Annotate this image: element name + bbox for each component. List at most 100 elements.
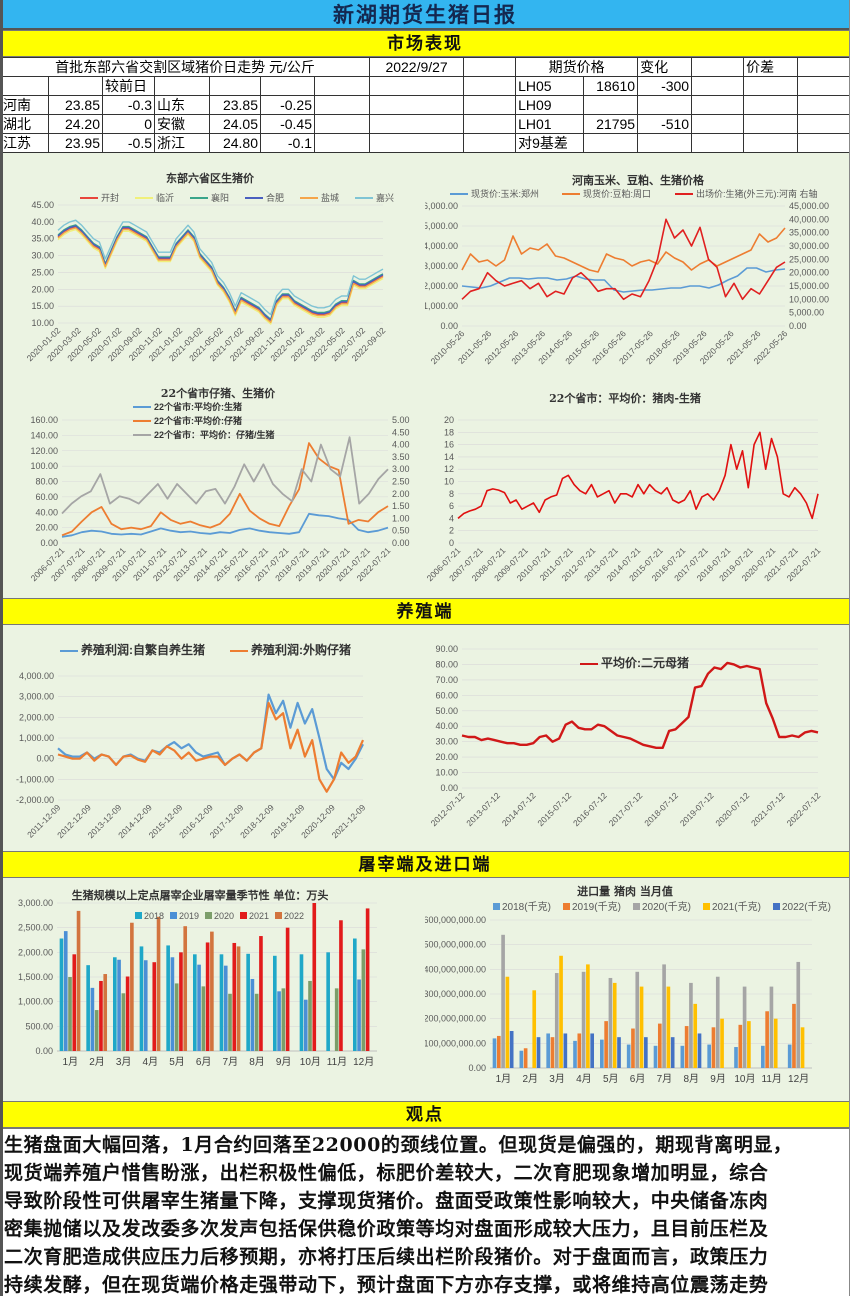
y2-tick-label: 35,000.00: [789, 228, 829, 238]
y-tick-label: 60.00: [35, 492, 58, 502]
y-tick-label: 16: [444, 440, 454, 450]
change: -0.1: [260, 133, 315, 153]
bar-2021(千克): [800, 1027, 805, 1068]
empty-cell: [463, 95, 517, 115]
bar-2018: [273, 955, 277, 1051]
province: 湖北: [0, 114, 49, 134]
province: 山东: [154, 95, 210, 115]
y-tick-label: 1,500.00: [18, 972, 53, 982]
y-tick-label: 500.00: [25, 1021, 53, 1031]
bar-2018: [326, 952, 330, 1051]
empty-cell: [463, 57, 517, 77]
bar-2020: [228, 993, 232, 1051]
bar-2022: [156, 916, 161, 1051]
futures-change: -510: [637, 114, 693, 134]
chart-svg: 0.00 20.00 40.00 60.00 80.00 100.00 120.00 140.…: [29, 386, 410, 583]
table-row: 首批东部六省交割区域猪价日走势 元/公斤 2022/9/27 期货价格 变化 价…: [0, 57, 850, 77]
x-category-label: 3月: [116, 1056, 132, 1068]
y-tick-label: 2,000.00: [425, 281, 458, 291]
view-line: 持续发酵，但在现货端价格走强带动下，预计盘面下方亦存支撑，或将维持高位震荡走势: [4, 1274, 769, 1296]
bar-2022(千克): [644, 1037, 648, 1068]
bar-2018(千克): [600, 1039, 604, 1068]
change: -0.45: [260, 114, 315, 134]
change-header: 变化: [637, 57, 693, 77]
futures-change: -300: [637, 76, 693, 96]
y2-tick-label: 30,000.00: [789, 241, 829, 251]
y-tick-label: 2: [449, 526, 454, 536]
y-tick-label: 20.00: [435, 752, 458, 762]
x-category-label: 12月: [353, 1056, 374, 1068]
empty-cell: [797, 133, 850, 153]
x-category-label: 5月: [169, 1056, 185, 1068]
y-tick-label: 600,000,000.00: [425, 915, 486, 925]
province: 浙江: [154, 133, 210, 153]
y-tick-label: 14: [444, 452, 454, 462]
bar-2020: [281, 988, 286, 1051]
legend-label: 2020: [214, 911, 234, 921]
empty-cell: [313, 133, 371, 153]
legend-label: 现货价:豆粕:周口: [583, 188, 651, 199]
table-date: 2022/9/27: [369, 57, 465, 77]
series-line-0: [461, 661, 819, 750]
change: -0.3: [102, 95, 155, 115]
bar-2020: [94, 1010, 99, 1051]
table-row: 较前日 LH05 18610 -300: [0, 76, 850, 96]
table-row: 河南 23.85 -0.3 山东 23.85 -0.25 LH09: [0, 95, 850, 115]
empty-cell: [260, 76, 315, 96]
empty-cell: [743, 76, 799, 96]
chart-title: 河南玉米、豆粕、生猪价格: [572, 173, 705, 187]
bar-2018(千克): [546, 1033, 550, 1068]
bar-2021(千克): [532, 990, 537, 1068]
bar-2021(千克): [559, 955, 563, 1068]
chart-title: 东部六省区生猪价: [166, 171, 255, 185]
legend-label: 现货价:玉米:郑州: [471, 188, 539, 199]
section-view: 观点: [0, 1101, 850, 1128]
bar-2019(千克): [684, 1026, 689, 1068]
empty-cell: [743, 133, 799, 153]
report-title: 新湖期货生猪日报: [0, 0, 850, 30]
bar-2022: [76, 910, 81, 1051]
y-tick-label: 10.00: [435, 768, 458, 778]
chart-svg: 10.00 15.00 20.00 25.00 30.00 35.00 40.00 45.00…: [25, 171, 394, 363]
series-line-0: [461, 267, 786, 293]
bar-2022: [103, 974, 108, 1051]
legend-label: 2022: [284, 911, 304, 921]
empty-cell: [691, 114, 745, 134]
legend-swatch: [205, 912, 212, 919]
bar-2019(千克): [577, 1033, 582, 1068]
empty-cell: [797, 95, 850, 115]
y2-tick-label: 5,000.00: [789, 308, 824, 318]
x-category-label: 6月: [196, 1056, 212, 1068]
table-row: 湖北 24.20 0 安徽 24.05 -0.45 LH01 21795 -51…: [0, 114, 850, 134]
legend-label: 2019: [179, 911, 199, 921]
x-category-label: 1月: [496, 1073, 512, 1085]
y-tick-label: 60.00: [435, 690, 458, 700]
y-tick-label: 18: [444, 427, 454, 437]
chart-svg: 0.00 1,000.00 2,000.00 3,000.00 4,000.00 5,00…: [425, 173, 829, 366]
chart-pork-import: 0.00 100,000,000.00 200,000,000.00 300,000,…: [425, 880, 850, 1098]
empty-cell: [0, 76, 49, 96]
y-tick-label: 1,000.00: [425, 301, 458, 311]
chart-piglet-hog-price: 0.00 20.00 40.00 60.00 80.00 100.00 120.00 140.…: [0, 380, 425, 595]
empty-cell: [797, 57, 850, 77]
table-title: 首批东部六省交割区域猪价日走势 元/公斤: [0, 57, 371, 77]
legend-label: 2021: [249, 911, 269, 921]
y2-tick-label: 5.00: [392, 415, 410, 425]
legend-label: 2018(千克): [502, 901, 551, 913]
legend-label: 2021(千克): [712, 901, 761, 913]
bar-2020(千克): [742, 986, 747, 1068]
x-tick-label: 2021-07-12: [749, 790, 787, 828]
y-tick-label: 2,000.00: [18, 947, 53, 957]
x-category-label: 10月: [300, 1056, 321, 1068]
market-table: 首批东部六省交割区域猪价日走势 元/公斤 2022/9/27 期货价格 变化 价…: [0, 57, 850, 153]
empty-cell: [743, 95, 799, 115]
x-category-label: 3月: [549, 1073, 565, 1085]
bar-2021: [125, 976, 130, 1051]
x-category-label: 4月: [143, 1056, 159, 1068]
bar-2018: [86, 965, 90, 1051]
y-tick-label: 4,000.00: [19, 671, 54, 681]
y-tick-label: 2,500.00: [18, 923, 53, 933]
bar-2020: [308, 980, 312, 1051]
bar-2020: [254, 993, 259, 1051]
series-line-2: [61, 436, 389, 515]
